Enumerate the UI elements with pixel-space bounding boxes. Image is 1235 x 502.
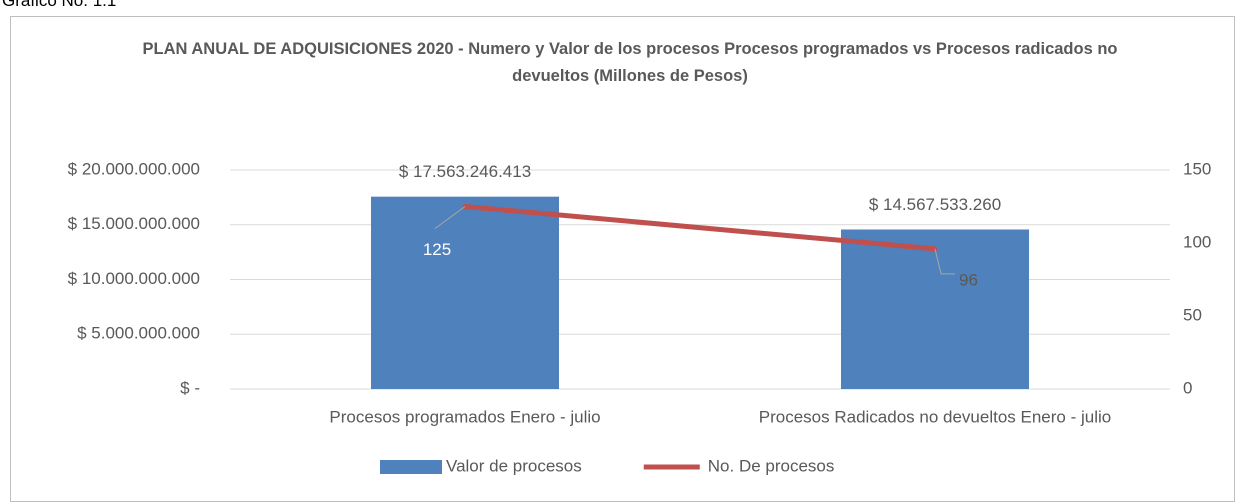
bar (371, 196, 559, 389)
y-tick-label: $ 15.000.000.000 (68, 214, 200, 233)
y2-tick-label: 150 (1183, 159, 1211, 178)
line (462, 204, 938, 252)
y-tick-label: $ - (180, 378, 200, 397)
y2-tick-label: 50 (1183, 305, 1202, 324)
bar-value-label: $ 17.563.246.413 (399, 162, 531, 181)
x-tick-label: Procesos programados Enero - julio (329, 407, 600, 426)
y-tick-label: $ 20.000.000.000 (68, 159, 200, 178)
legend-label: Valor de procesos (446, 456, 582, 475)
caption: Gráfico No. 1.1 (2, 0, 117, 10)
x-tick-label: Procesos Radicados no devueltos Enero - … (759, 407, 1111, 426)
bar-value-label: $ 14.567.533.260 (869, 195, 1001, 214)
leader-line (934, 248, 955, 275)
leader-line (434, 206, 466, 229)
y2-tick-label: 100 (1183, 232, 1211, 251)
y-tick-label: $ 10.000.000.000 (68, 269, 200, 288)
line-value-label: 125 (423, 240, 451, 259)
chart-title: PLAN ANUAL DE ADQUISICIONES 2020 - Numer… (142, 40, 1118, 85)
y-tick-label: $ 5.000.000.000 (77, 324, 200, 343)
legend-swatch (380, 460, 442, 474)
bar (841, 229, 1029, 389)
y2-tick-label: 0 (1183, 378, 1192, 397)
line-value-label: 96 (959, 270, 978, 289)
legend-label: No. De procesos (708, 456, 835, 475)
